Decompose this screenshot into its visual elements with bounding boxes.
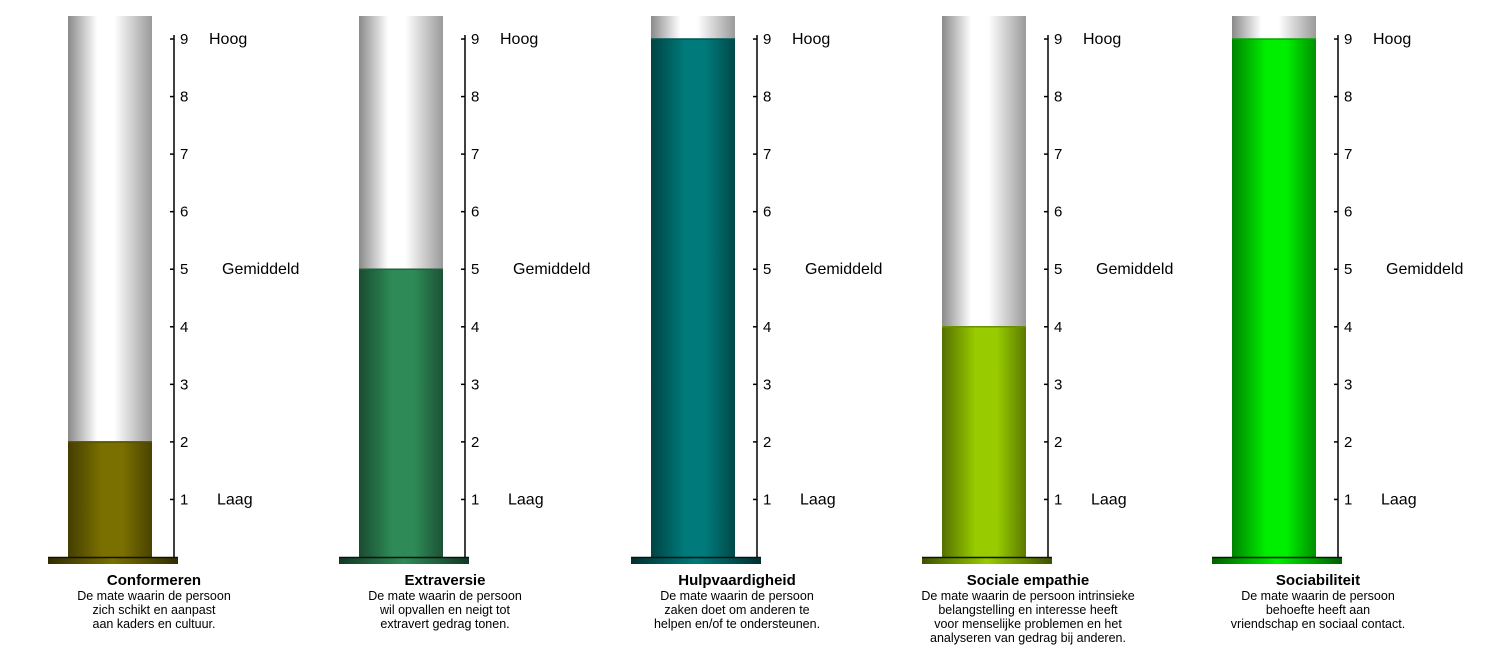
gauge-svg: 1 2 3 4 5 6 7 8 9 Hoog Gemiddeld Laag xyxy=(339,16,590,564)
tick-label: 6 xyxy=(1054,204,1062,221)
tick-label: 6 xyxy=(1344,204,1352,221)
gauge-base xyxy=(922,557,1052,564)
level-label-high: Hoog xyxy=(209,31,247,48)
tick-label: 5 xyxy=(763,261,771,278)
level-label-mid: Gemiddeld xyxy=(805,261,882,278)
tick-label: 8 xyxy=(180,89,188,106)
tick-label: 9 xyxy=(1054,31,1062,48)
level-label-low: Laag xyxy=(800,491,836,508)
gauge-panel-extraversie: 1 2 3 4 5 6 7 8 9 Hoog Gemiddeld Laag Extraversie D… xyxy=(339,0,639,664)
gauge-caption: Sociale empathie De mate waarin de perso… xyxy=(898,572,1158,645)
tick-label: 1 xyxy=(180,491,188,508)
tick-label: 9 xyxy=(180,31,188,48)
gauge-description: De mate waarin de persoon behoefte heeft… xyxy=(1230,589,1406,631)
tick-label: 6 xyxy=(180,204,188,221)
level-label-low: Laag xyxy=(508,491,544,508)
tick-label: 4 xyxy=(471,319,479,336)
gauge-base xyxy=(48,557,178,564)
tick-label: 7 xyxy=(763,146,771,163)
tick-label: 2 xyxy=(1344,434,1352,451)
tick-label: 4 xyxy=(1344,319,1352,336)
tick-label: 5 xyxy=(1344,261,1352,278)
gauge-base xyxy=(631,557,761,564)
tick-label: 1 xyxy=(1344,491,1352,508)
tick-label: 3 xyxy=(763,376,771,393)
tick-label: 4 xyxy=(180,319,188,336)
tick-label: 3 xyxy=(471,376,479,393)
gauge-caption: Sociabiliteit De mate waarin de persoon … xyxy=(1188,572,1448,631)
tick-label: 4 xyxy=(1054,319,1062,336)
level-label-mid: Gemiddeld xyxy=(222,261,299,278)
gauge-base xyxy=(339,557,469,564)
tick-label: 9 xyxy=(763,31,771,48)
tick-label: 7 xyxy=(1344,146,1352,163)
tick-label: 6 xyxy=(763,204,771,221)
gauge-title: Extraversie xyxy=(404,572,486,589)
tick-label: 6 xyxy=(471,204,479,221)
tick-label: 2 xyxy=(763,434,771,451)
tick-label: 3 xyxy=(180,376,188,393)
tick-label: 5 xyxy=(471,261,479,278)
level-label-high: Hoog xyxy=(792,31,830,48)
gauge-description: De mate waarin de persoon intrinsieke be… xyxy=(921,589,1135,645)
tick-label: 7 xyxy=(1054,146,1062,163)
tick-label: 7 xyxy=(180,146,188,163)
level-label-mid: Gemiddeld xyxy=(1096,261,1173,278)
tick-label: 1 xyxy=(471,491,479,508)
tick-label: 7 xyxy=(471,146,479,163)
level-label-mid: Gemiddeld xyxy=(1386,261,1463,278)
gauge-caption: Extraversie De mate waarin de persoon wi… xyxy=(315,572,575,631)
tick-label: 1 xyxy=(763,491,771,508)
tick-label: 3 xyxy=(1344,376,1352,393)
gauge-fill-bar xyxy=(942,326,1026,557)
tick-label: 8 xyxy=(471,89,479,106)
gauge-panel-conformeren: 1 2 3 4 5 6 7 8 9 Hoog Gemiddeld Laag Conformeren D… xyxy=(48,0,348,664)
level-label-low: Laag xyxy=(1381,491,1417,508)
gauge-panel-sociabiliteit: 1 2 3 4 5 6 7 8 9 Hoog Gemiddeld Laag Sociabiliteit… xyxy=(1212,0,1503,664)
gauge-svg: 1 2 3 4 5 6 7 8 9 Hoog Gemiddeld Laag xyxy=(48,16,299,564)
gauge-panel-hulpvaardigheid: 1 2 3 4 5 6 7 8 9 Hoog Gemiddeld Laag Hulpvaardighe… xyxy=(631,0,931,664)
tick-label: 8 xyxy=(1344,89,1352,106)
gauge-fill-bar xyxy=(1232,39,1316,557)
tick-label: 8 xyxy=(763,89,771,106)
tick-label: 3 xyxy=(1054,376,1062,393)
tick-label: 9 xyxy=(1344,31,1352,48)
level-label-low: Laag xyxy=(1091,491,1127,508)
level-label-high: Hoog xyxy=(1083,31,1121,48)
gauge-fill-bar xyxy=(68,441,152,557)
gauge-panel-sociale-empathie: 1 2 3 4 5 6 7 8 9 Hoog Gemiddeld Laag Sociale empat… xyxy=(921,0,1222,664)
tick-label: 5 xyxy=(1054,261,1062,278)
level-label-mid: Gemiddeld xyxy=(513,261,590,278)
gauge-title: Sociabiliteit xyxy=(1275,572,1361,589)
tick-label: 4 xyxy=(763,319,771,336)
gauge-base xyxy=(1212,557,1342,564)
level-label-high: Hoog xyxy=(500,31,538,48)
gauge-svg: 1 2 3 4 5 6 7 8 9 Hoog Gemiddeld Laag xyxy=(922,16,1173,564)
gauge-title: Sociale empathie xyxy=(966,572,1090,589)
tick-label: 2 xyxy=(180,434,188,451)
gauge-description: De mate waarin de persoon wil opvallen e… xyxy=(368,589,522,631)
gauge-caption: Hulpvaardigheid De mate waarin de persoo… xyxy=(607,572,867,631)
tick-label: 9 xyxy=(471,31,479,48)
tick-label: 2 xyxy=(1054,434,1062,451)
level-label-high: Hoog xyxy=(1373,31,1411,48)
gauge-fill-bar xyxy=(651,39,735,557)
gauge-fill-bar xyxy=(359,269,443,557)
gauge-svg: 1 2 3 4 5 6 7 8 9 Hoog Gemiddeld Laag xyxy=(1212,16,1463,564)
level-label-low: Laag xyxy=(217,491,253,508)
gauge-title: Hulpvaardigheid xyxy=(678,572,796,589)
tick-label: 2 xyxy=(471,434,479,451)
gauge-description: De mate waarin de persoon zich schikt en… xyxy=(77,589,231,631)
tick-label: 5 xyxy=(180,261,188,278)
gauge-title: Conformeren xyxy=(106,572,202,589)
tick-label: 1 xyxy=(1054,491,1062,508)
gauge-svg: 1 2 3 4 5 6 7 8 9 Hoog Gemiddeld Laag xyxy=(631,16,882,564)
gauge-caption: Conformeren De mate waarin de persoon zi… xyxy=(24,572,284,631)
gauge-description: De mate waarin de persoon zaken doet om … xyxy=(653,589,821,631)
tick-label: 8 xyxy=(1054,89,1062,106)
